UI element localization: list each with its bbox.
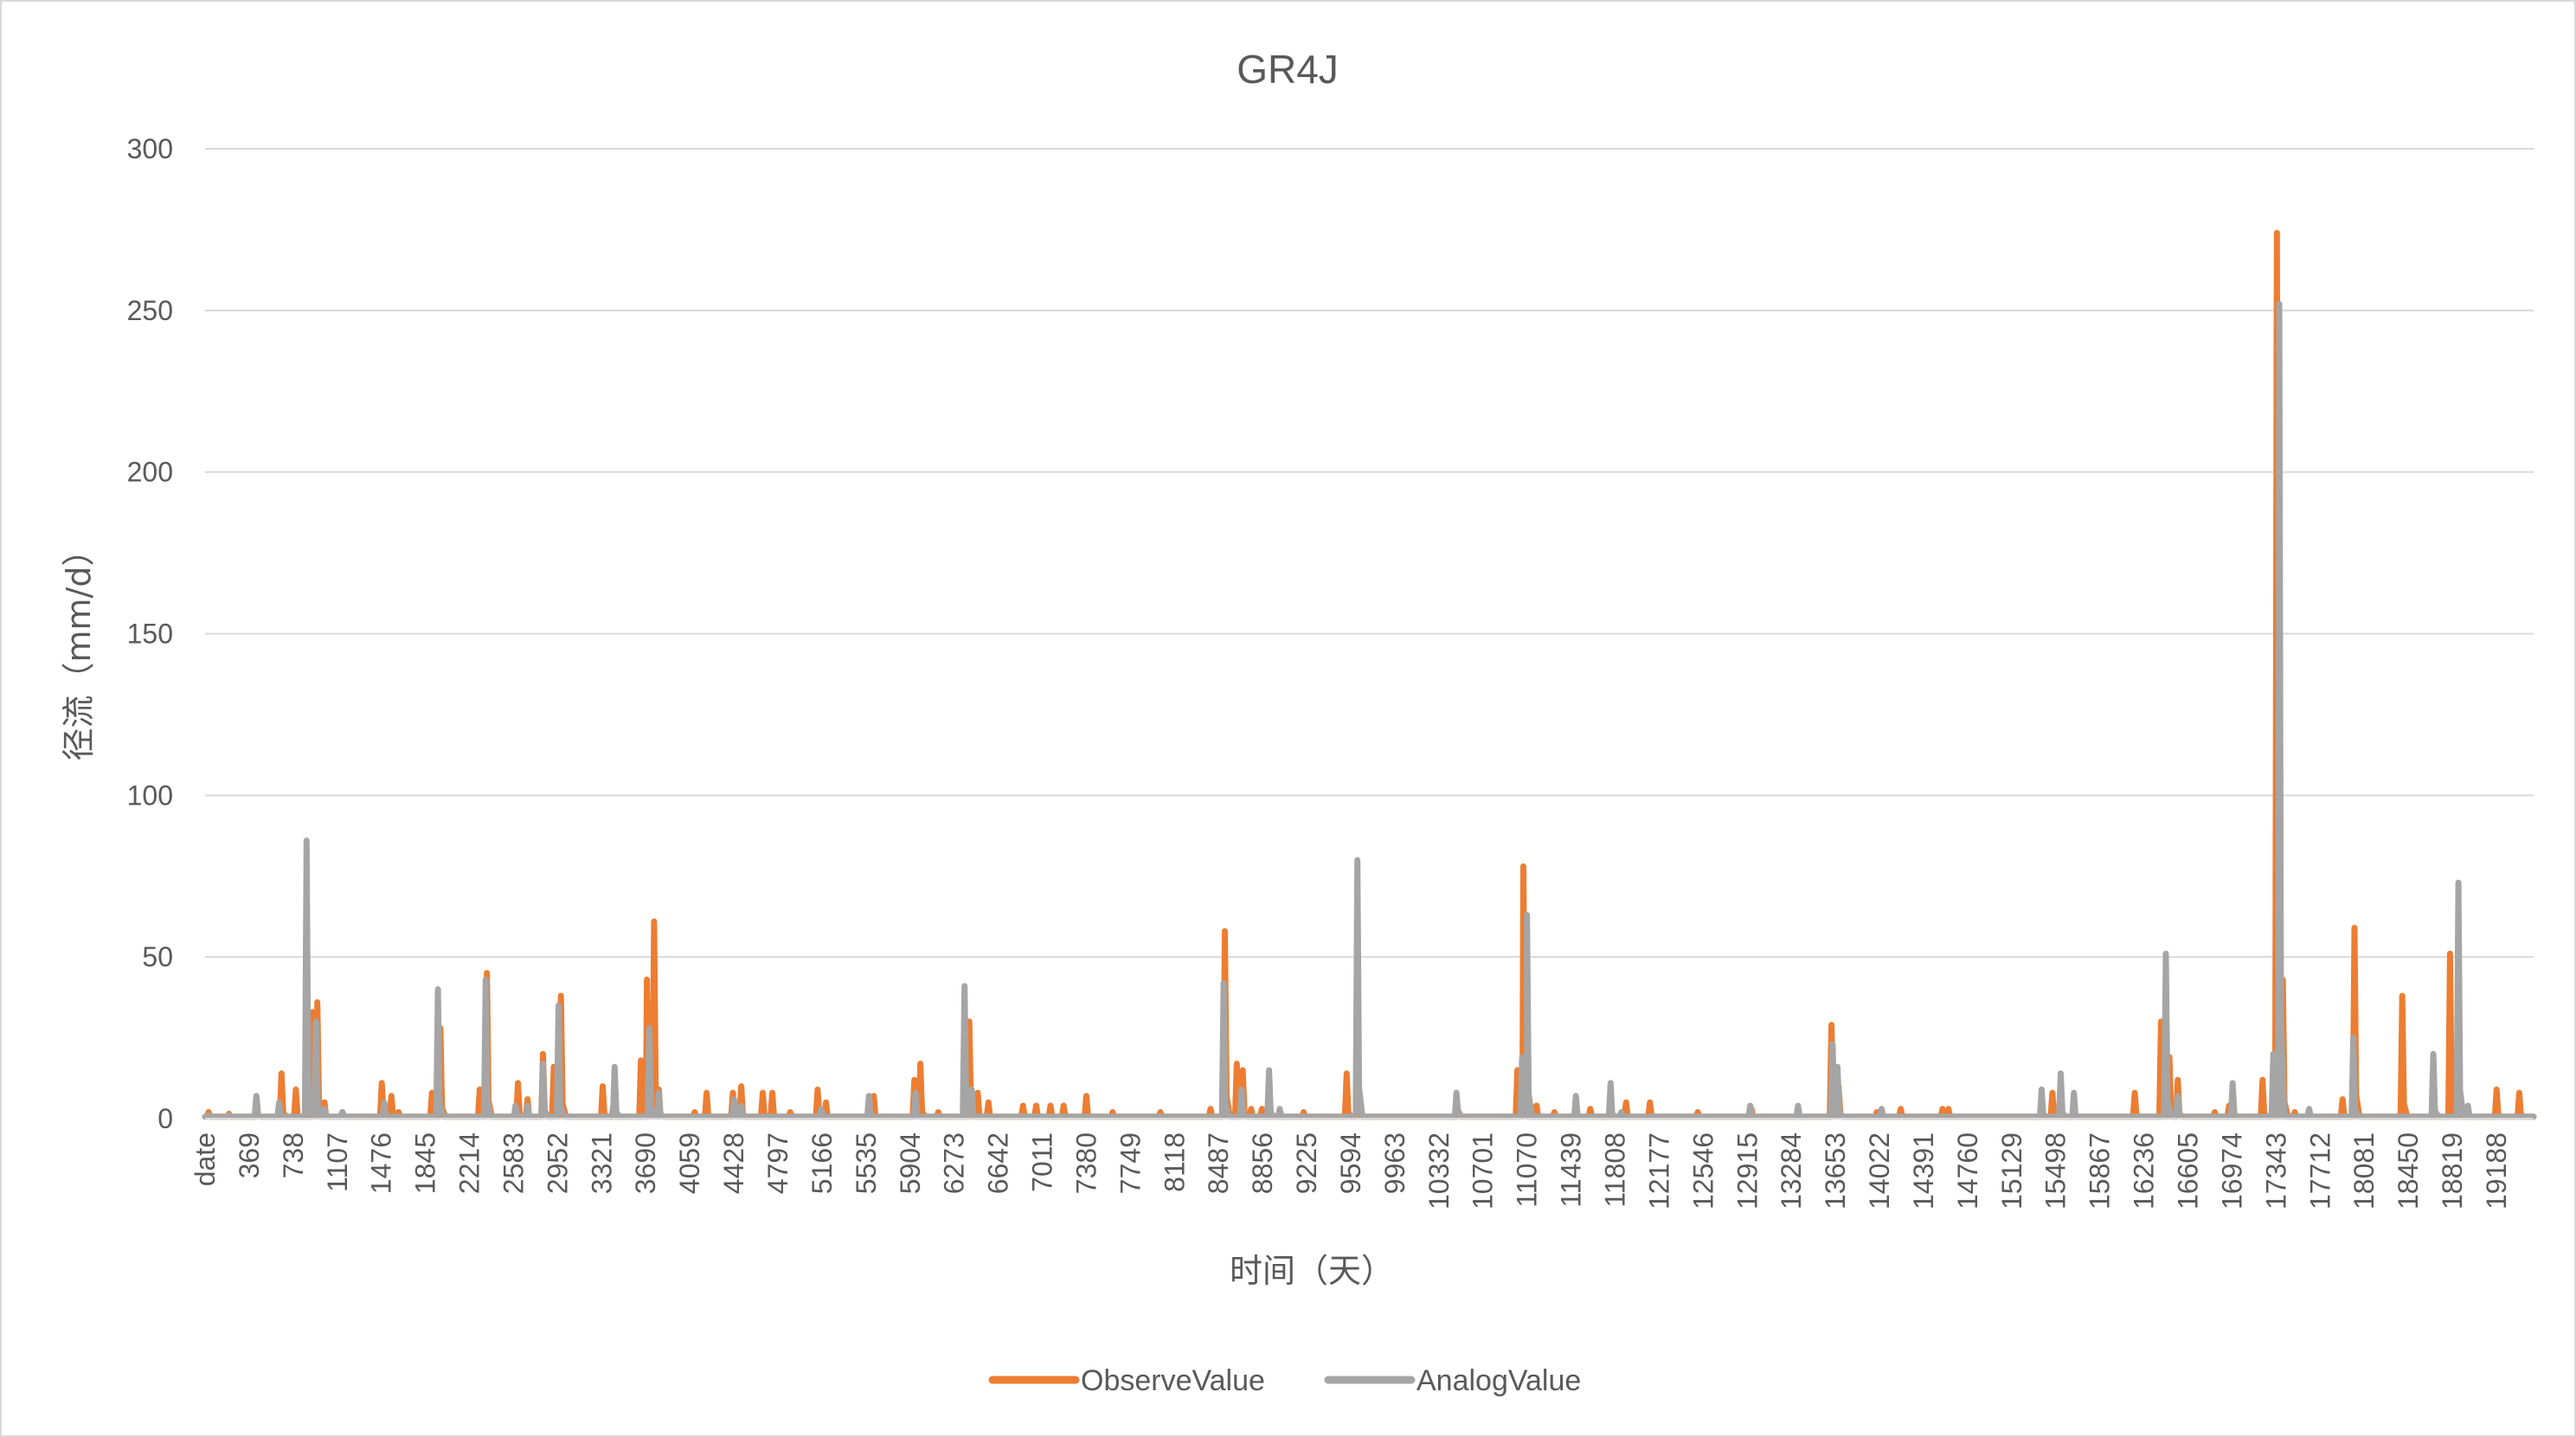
x-tick-label: 4428 <box>718 1132 749 1194</box>
legend-label-analog: AnalogValue <box>1416 1364 1581 1397</box>
x-tick-label: 1107 <box>322 1132 353 1192</box>
y-tick-label: 0 <box>157 1103 173 1134</box>
x-tick-label: 16605 <box>2172 1132 2203 1209</box>
x-tick-label: 8118 <box>1159 1132 1190 1192</box>
x-tick-label: 10701 <box>1468 1132 1499 1209</box>
x-tick-label: 3690 <box>630 1132 661 1194</box>
x-tick-label: 15867 <box>2085 1132 2116 1209</box>
x-tick-label: 18450 <box>2393 1132 2424 1209</box>
x-tick-label: 3321 <box>586 1132 617 1194</box>
x-tick-label: 16236 <box>2129 1132 2160 1209</box>
x-tick-label: 15498 <box>2040 1132 2072 1209</box>
x-axis-title: 时间（天） <box>1230 1252 1394 1290</box>
x-tick-label: 18081 <box>2348 1132 2380 1209</box>
x-tick-label: 9225 <box>1291 1132 1322 1194</box>
x-tick-label: 14022 <box>1864 1132 1895 1209</box>
x-tick-label: 13284 <box>1776 1132 1807 1209</box>
y-tick-label: 300 <box>127 133 173 164</box>
legend: ObserveValue AnalogValue <box>988 1364 1581 1397</box>
x-tick-label: 2214 <box>454 1132 485 1194</box>
x-tick-label: 2952 <box>542 1132 573 1194</box>
x-tick-label: 11439 <box>1556 1132 1587 1208</box>
x-tick-label: 6273 <box>939 1132 970 1194</box>
x-tick-label: 19188 <box>2481 1132 2512 1209</box>
series-line-analog <box>202 300 2537 1120</box>
x-tick-label: 8487 <box>1203 1132 1234 1194</box>
y-tick-label: 100 <box>127 779 173 811</box>
y-tick-label: 250 <box>127 295 173 326</box>
x-tick-label: date <box>190 1132 221 1186</box>
x-tick-label: 15129 <box>1996 1132 2027 1209</box>
x-tick-label: 12546 <box>1687 1132 1718 1209</box>
y-tick-label: 200 <box>127 457 173 488</box>
x-tick-label: 369 <box>234 1132 265 1178</box>
gridlines <box>205 148 2534 959</box>
x-tick-label: 12915 <box>1731 1132 1763 1209</box>
y-axis-ticks: 0 50 100 150 200 250 300 <box>127 133 173 1134</box>
x-tick-label: 10332 <box>1423 1132 1455 1209</box>
x-tick-label: 1845 <box>410 1132 441 1194</box>
x-tick-label: 18819 <box>2437 1132 2468 1209</box>
x-axis-ticks: date 369 738 1107 1476 1845 2214 2583 2952 3321 36… <box>190 1132 2512 1209</box>
x-tick-label: 5535 <box>851 1132 882 1194</box>
x-tick-label: 7011 <box>1027 1132 1058 1192</box>
series-lines <box>202 229 2537 1120</box>
x-tick-label: 14391 <box>1908 1132 1939 1209</box>
y-tick-label: 50 <box>142 941 173 972</box>
y-tick-label: 150 <box>127 619 173 650</box>
x-tick-label: 6642 <box>983 1132 1014 1194</box>
x-tick-label: 7380 <box>1070 1132 1102 1194</box>
x-tick-label: 4797 <box>762 1132 793 1194</box>
x-tick-label: 1476 <box>366 1132 397 1194</box>
x-tick-label: 11070 <box>1512 1132 1543 1208</box>
x-tick-label: 12177 <box>1643 1132 1674 1209</box>
x-tick-label: 2583 <box>498 1132 529 1194</box>
legend-label-observe: ObserveValue <box>1081 1364 1265 1397</box>
chart-title: GR4J <box>1237 47 1339 92</box>
x-tick-label: 17712 <box>2304 1132 2335 1209</box>
x-tick-label: 7749 <box>1115 1132 1146 1194</box>
x-tick-label: 13653 <box>1820 1132 1851 1209</box>
x-tick-label: 5904 <box>895 1132 926 1194</box>
y-axis-title: 径流（mm/d） <box>60 534 98 761</box>
x-tick-label: 11808 <box>1600 1132 1631 1208</box>
x-tick-label: 9594 <box>1335 1132 1366 1194</box>
x-tick-label: 16974 <box>2216 1132 2247 1209</box>
x-tick-label: 8856 <box>1247 1132 1278 1194</box>
x-tick-label: 17343 <box>2260 1132 2291 1209</box>
x-tick-label: 5166 <box>806 1132 838 1194</box>
x-tick-label: 4059 <box>674 1132 705 1194</box>
x-tick-label: 14760 <box>1952 1132 1983 1209</box>
x-tick-label: 9963 <box>1379 1132 1410 1194</box>
x-tick-label: 738 <box>278 1132 309 1178</box>
series-line-observe <box>202 229 2537 1120</box>
